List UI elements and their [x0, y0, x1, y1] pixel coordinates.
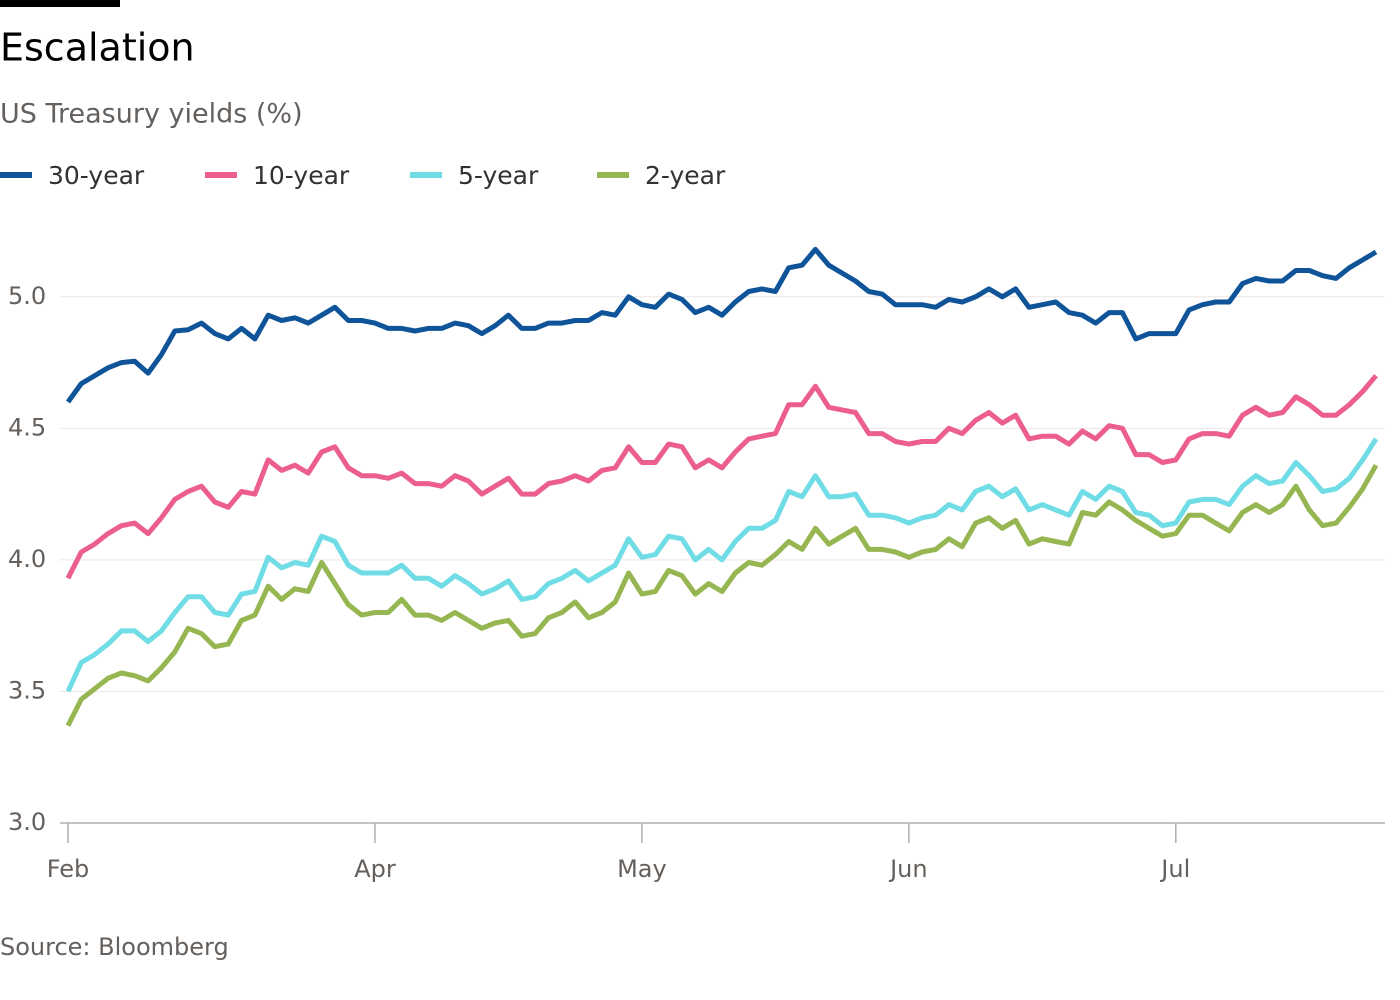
x-tick-label: Feb: [47, 855, 90, 883]
x-tick-label: May: [617, 855, 667, 883]
series-line: [65, 374, 1378, 580]
legend-label: 5-year: [458, 161, 539, 190]
series-line: [65, 437, 1379, 693]
y-tick-label: 3.5: [8, 676, 46, 704]
source: Source: Bloomberg: [0, 933, 229, 961]
y-tick-label: 4.5: [8, 413, 46, 441]
legend-label: 2-year: [645, 161, 726, 190]
x-tick-label: Jun: [888, 855, 928, 883]
legend-label: 30-year: [48, 161, 145, 190]
y-tick-label: 5.0: [8, 282, 46, 310]
chart-title: Escalation: [0, 26, 195, 70]
series-line: [65, 463, 1379, 727]
x-tick-label: Apr: [354, 855, 396, 883]
legend-label: 10-year: [253, 161, 350, 190]
chart-subtitle: US Treasury yields (%): [0, 99, 303, 130]
series-line: [65, 246, 1378, 404]
x-tick-label: Jul: [1159, 855, 1190, 883]
y-tick-label: 4.0: [8, 545, 46, 573]
y-tick-label: 3.0: [8, 808, 46, 836]
brand-bar: [0, 0, 120, 7]
